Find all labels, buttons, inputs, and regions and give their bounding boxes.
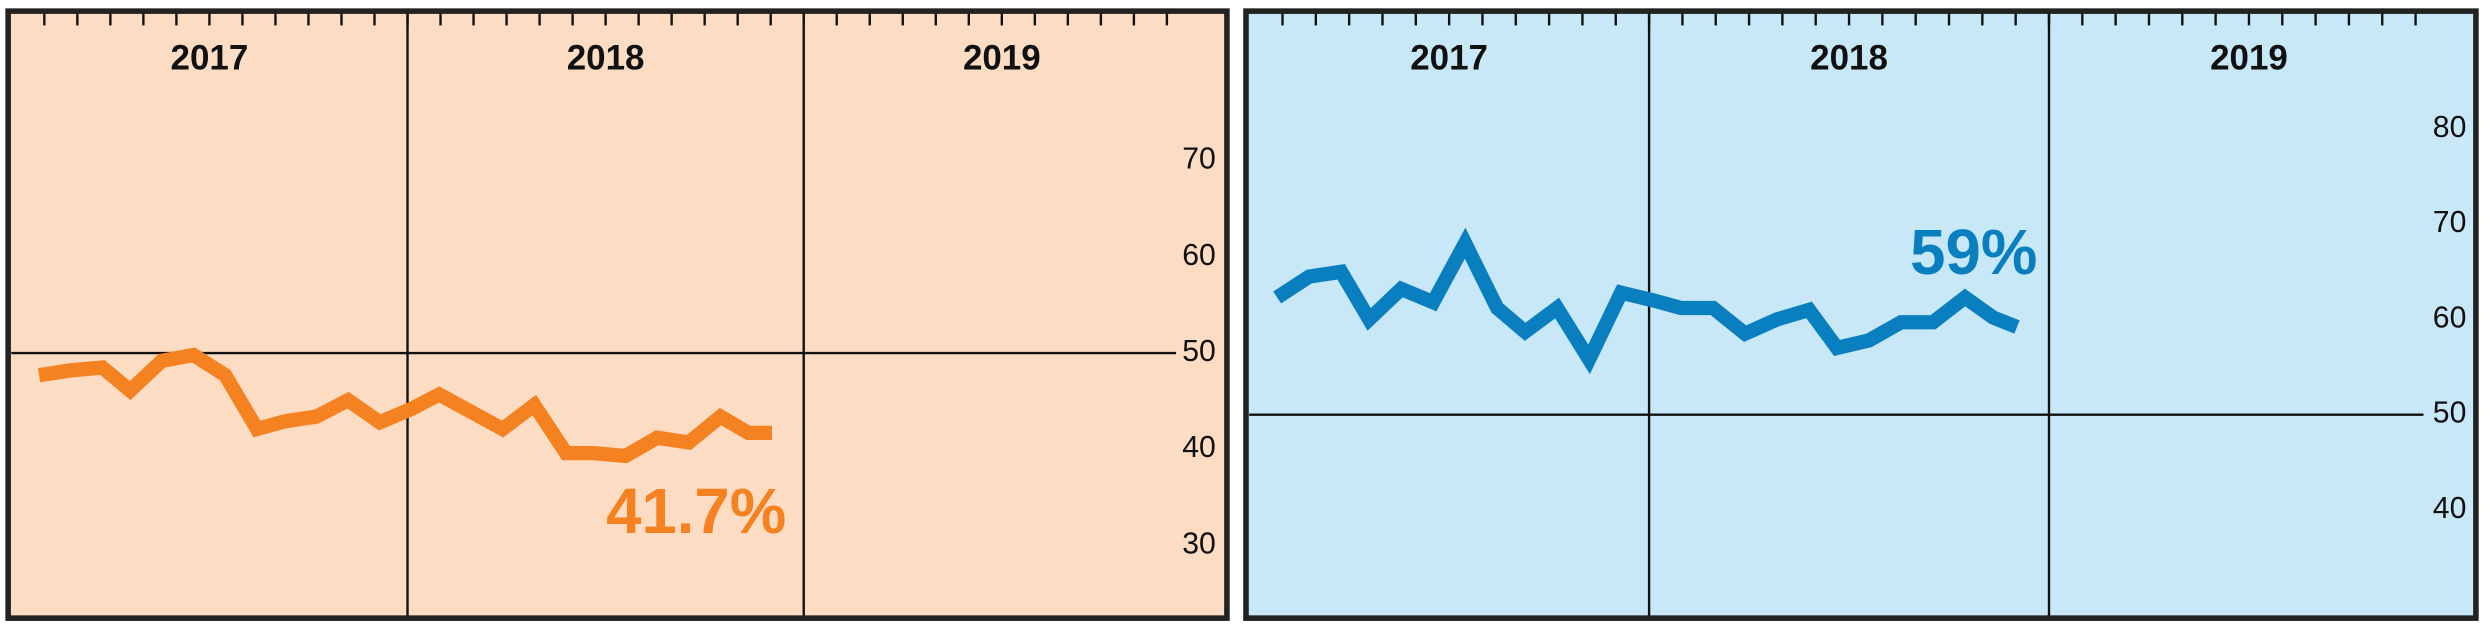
y-tick-label: 60	[2433, 301, 2467, 334]
y-tick-label: 50	[2433, 397, 2467, 430]
y-tick-label: 70	[1182, 143, 1216, 176]
panel: 2017 2018 2019 40 50 60 70 80 59%	[1243, 8, 2479, 621]
x-tick-label: 2018	[1810, 39, 1888, 78]
x-tick-label: 2019	[963, 39, 1041, 78]
y-tick-label: 80	[2433, 111, 2467, 144]
panel-border	[5, 8, 1230, 621]
panel-background	[8, 11, 1227, 619]
y-tick-label: 60	[1182, 239, 1216, 272]
annotation: 41.7%	[606, 476, 786, 547]
y-tick-label: 40	[1182, 431, 1216, 464]
panel: 2017 2018 2019 30 40 50 60 70 41.7%	[5, 8, 1230, 621]
x-tick-label: 2017	[1410, 39, 1488, 78]
panel-border	[1243, 8, 2479, 621]
panel-background	[1246, 11, 2476, 619]
y-tick-label: 50	[1182, 335, 1216, 368]
x-tick-label: 2017	[171, 39, 249, 78]
y-tick-label: 40	[2433, 492, 2467, 525]
annotation: 59%	[1910, 217, 2037, 288]
data-line	[37, 347, 773, 464]
y-tick-label: 30	[1182, 527, 1216, 560]
data-line	[1273, 227, 2020, 375]
y-tick-label: 70	[2433, 206, 2467, 239]
x-tick-label: 2019	[2210, 39, 2288, 78]
x-tick-label: 2018	[567, 39, 645, 78]
